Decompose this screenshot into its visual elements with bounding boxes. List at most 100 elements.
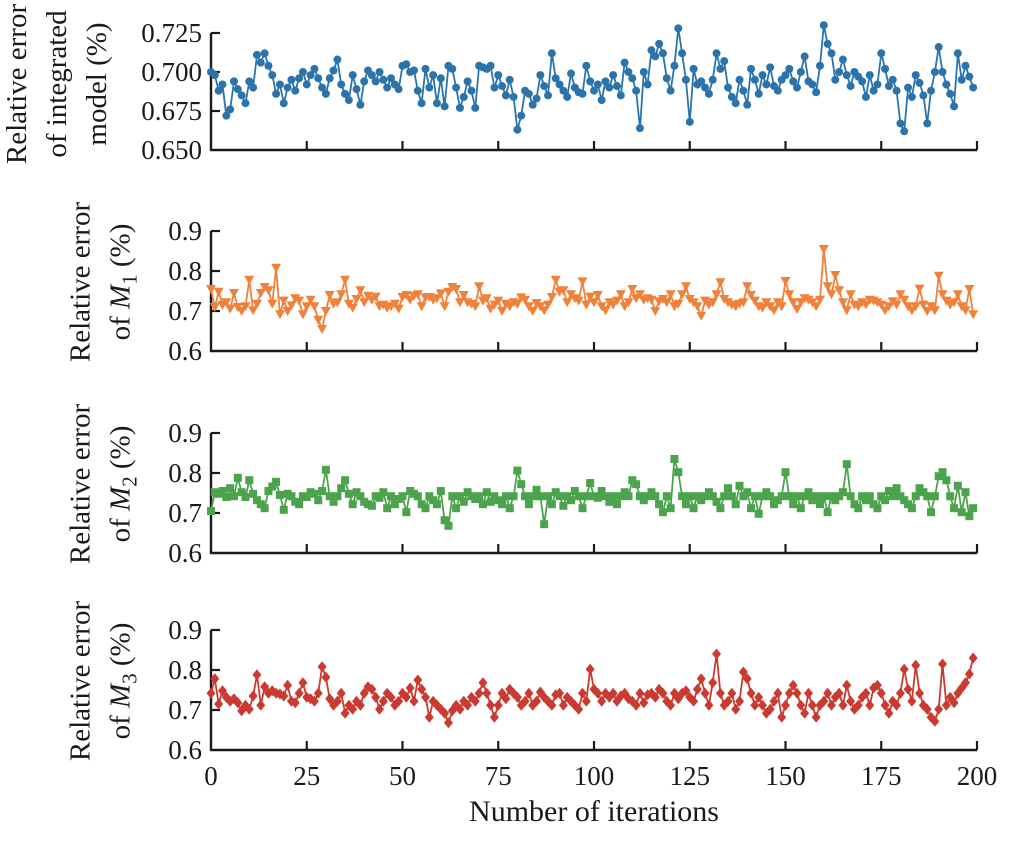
x-tick-label: 100 [573, 761, 615, 791]
data-point-marker [750, 75, 759, 84]
data-point-marker [551, 74, 560, 83]
data-point-marker [639, 68, 648, 76]
data-point-marker [942, 476, 951, 485]
data-point-marker [287, 492, 296, 501]
data-point-marker [555, 80, 564, 89]
data-point-marker [248, 306, 259, 316]
data-point-marker [635, 687, 645, 699]
y-tick-label: 0.700 [141, 57, 202, 87]
data-point-marker [478, 677, 488, 689]
data-point-marker [401, 691, 411, 703]
data-point-marker [283, 83, 292, 92]
data-point-marker [214, 698, 224, 710]
data-point-marker [650, 307, 661, 316]
data-point-marker [318, 83, 327, 92]
data-point-marker [846, 695, 856, 707]
data-point-marker [965, 72, 974, 81]
data-point-marker [463, 77, 472, 86]
data-point-marker [639, 697, 649, 709]
data-point-marker [700, 687, 710, 699]
data-point-marker [758, 699, 768, 711]
data-point-marker [911, 492, 920, 501]
data-point-marker [264, 61, 273, 70]
data-point-marker [781, 71, 790, 80]
data-point-marker [347, 303, 358, 313]
data-point-marker [375, 68, 384, 76]
data-point-marker [811, 711, 821, 723]
data-point-marker [505, 504, 514, 513]
data-point-marker [536, 492, 545, 501]
data-point-marker [310, 64, 319, 73]
data-point-marker [489, 711, 499, 723]
data-point-marker [540, 82, 549, 91]
data-point-marker [236, 307, 247, 316]
data-point-marker [922, 703, 932, 715]
data-point-marker [412, 290, 423, 300]
data-point-marker [750, 492, 759, 501]
data-point-marker [333, 55, 342, 64]
data-point-marker [309, 695, 319, 707]
data-point-marker [929, 306, 940, 316]
data-point-marker [807, 699, 817, 711]
data-point-marker [957, 508, 966, 517]
data-point-marker [295, 74, 304, 83]
data-point-marker [452, 83, 461, 92]
data-point-marker [440, 102, 449, 111]
data-point-marker [969, 83, 978, 92]
data-point-marker [582, 61, 591, 70]
x-tick-label: 25 [293, 761, 321, 791]
data-point-marker [696, 673, 706, 685]
data-point-marker [883, 302, 894, 312]
data-point-marker [332, 695, 342, 707]
x-tick-label: 75 [484, 761, 512, 791]
data-point-marker [724, 484, 733, 493]
data-point-marker [512, 691, 522, 703]
data-point-marker [692, 302, 703, 312]
data-point-marker [880, 699, 890, 711]
data-point-marker [249, 489, 258, 498]
y-tick-label: 0.9 [168, 418, 202, 448]
data-point-marker [895, 290, 906, 300]
data-point-marker [835, 68, 844, 76]
data-point-marker [930, 492, 939, 501]
data-point-marker [608, 687, 618, 699]
data-point-marker [386, 691, 396, 703]
data-point-marker [834, 687, 844, 699]
data-point-marker [757, 303, 768, 313]
data-point-marker [370, 292, 381, 302]
data-point-marker [532, 485, 541, 494]
data-point-marker [800, 52, 809, 61]
data-point-marker [953, 481, 962, 490]
data-point-marker [218, 487, 227, 495]
data-point-marker [789, 77, 798, 86]
data-point-marker [611, 296, 622, 306]
data-point-marker [455, 103, 464, 112]
data-point-marker [294, 296, 305, 306]
data-point-marker [578, 504, 587, 513]
data-point-marker [720, 57, 729, 66]
data-point-marker [586, 479, 595, 487]
data-point-marker [260, 49, 269, 58]
data-point-marker [244, 703, 254, 715]
data-point-marker [470, 695, 480, 707]
data-point-marker [612, 500, 621, 509]
data-point-marker [946, 492, 955, 501]
data-point-marker [313, 687, 323, 699]
x-tick-label: 125 [669, 761, 711, 791]
data-point-marker [865, 492, 874, 501]
data-point-marker [689, 695, 699, 707]
y-tick-label: 0.6 [168, 538, 202, 568]
data-point-marker [256, 699, 266, 711]
data-point-marker [532, 695, 542, 707]
data-point-marker [670, 455, 679, 463]
data-point-marker [532, 94, 541, 103]
data-point-marker [436, 74, 445, 83]
data-point-marker [229, 77, 238, 86]
data-point-marker [264, 487, 273, 495]
data-point-marker [601, 492, 610, 501]
data-point-marker [409, 66, 418, 75]
data-point-marker [210, 71, 219, 80]
data-point-marker [858, 77, 867, 86]
data-point-marker [674, 24, 683, 33]
data-point-marker [282, 307, 293, 316]
